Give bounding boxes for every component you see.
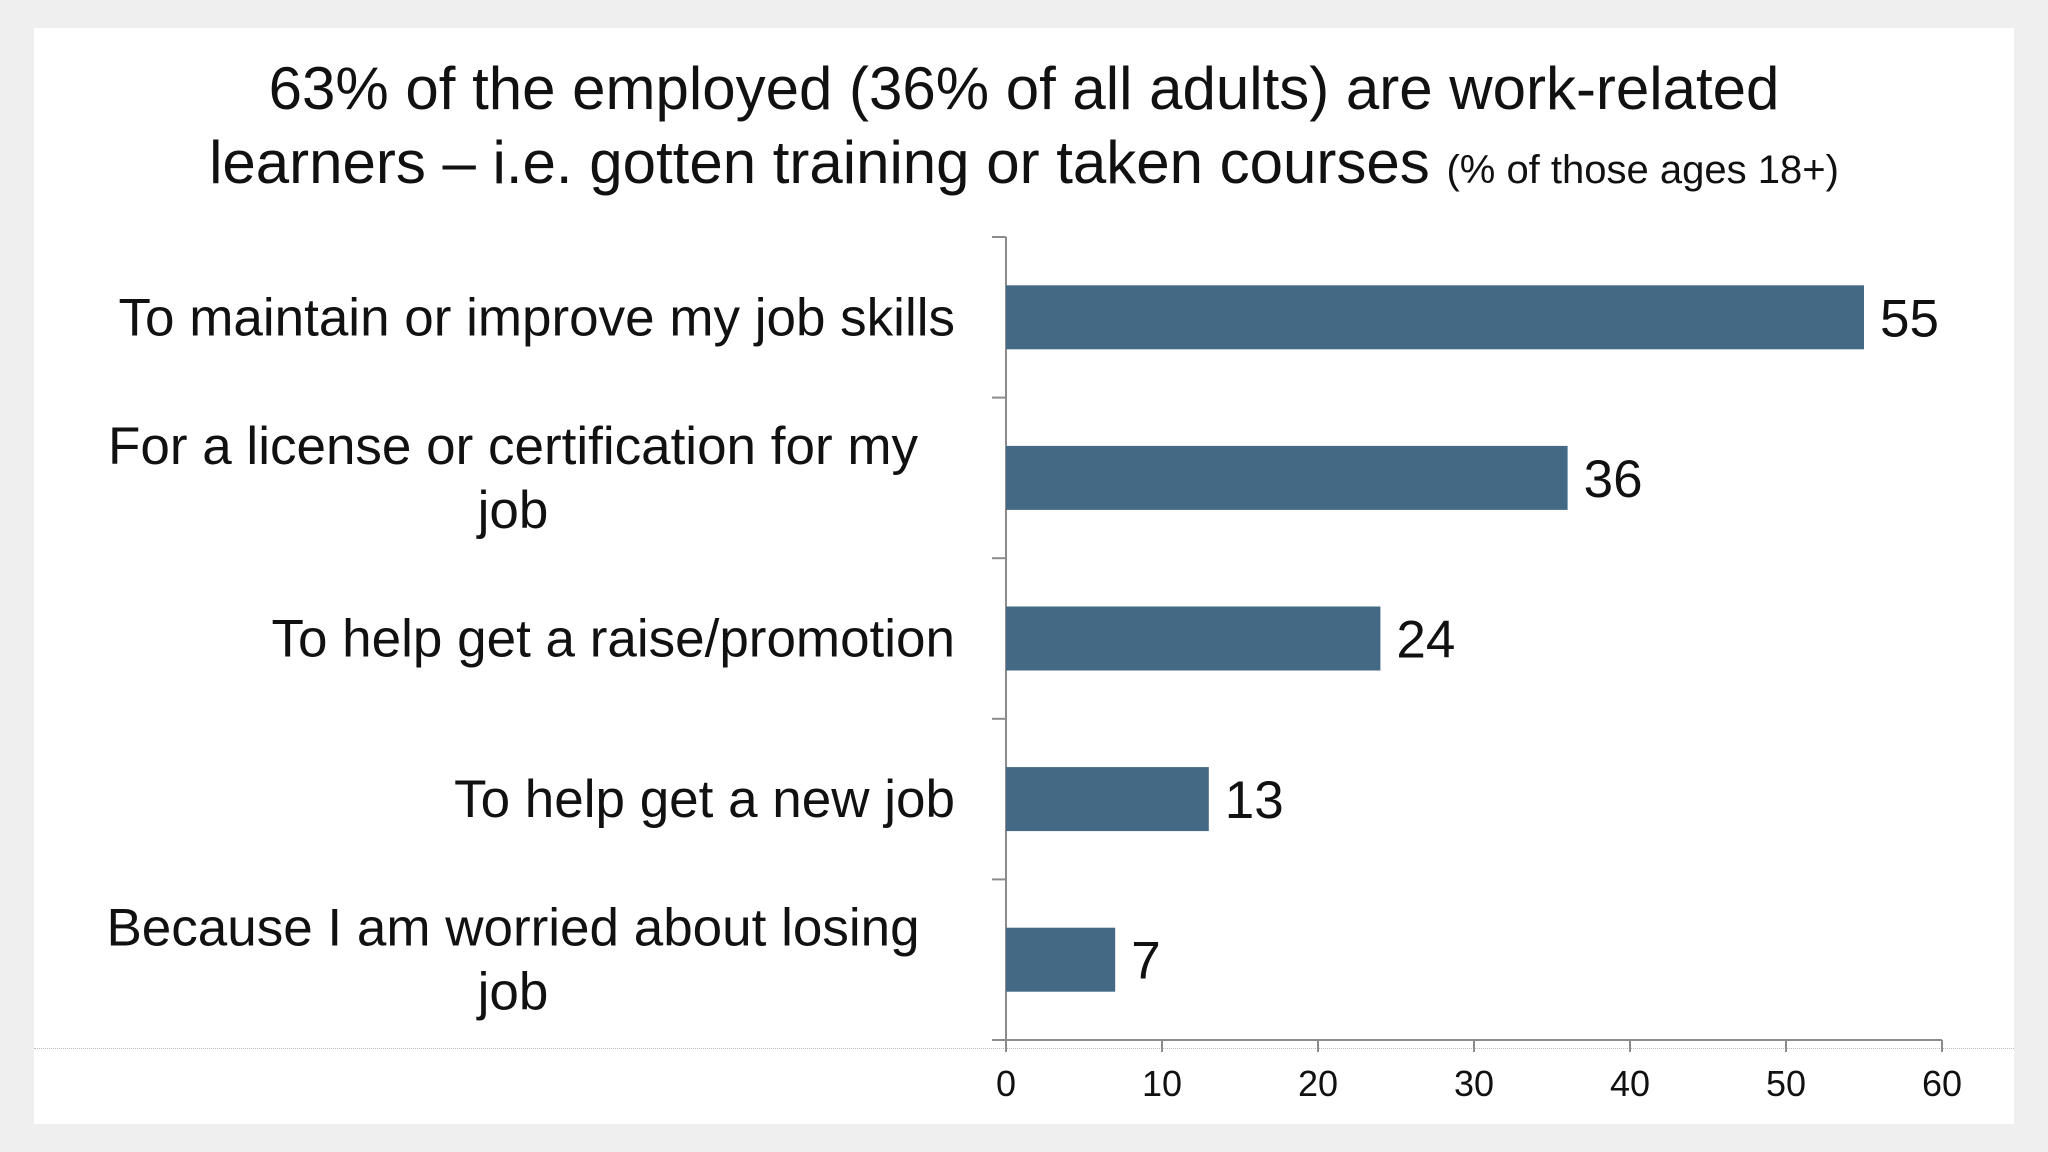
title-line-2: learners – i.e. gotten training or taken…: [34, 126, 2014, 207]
category-label-line: To help get a new job: [454, 770, 955, 829]
category-label: To help get a raise/promotion: [271, 610, 955, 669]
label-layer: 0 10 20 30 40 50 60 55 To maintain or improve my…: [106, 288, 1962, 1104]
x-tick-label: 50: [1766, 1063, 1806, 1104]
category-label-line: job: [476, 963, 549, 1022]
category-label-line: To maintain or improve my job skills: [119, 288, 955, 347]
x-tick-label: 10: [1142, 1063, 1182, 1104]
bar: [1006, 927, 1116, 992]
chart-subtitle: (% of those ages 18+): [1446, 148, 1839, 192]
title-line-1: 63% of the employed (36% of all adults) …: [268, 55, 1780, 122]
category-label-line: To help get a raise/promotion: [271, 610, 955, 669]
bar-value-label: 36: [1584, 450, 1643, 509]
category-label-line: job: [476, 481, 549, 540]
chart-title: 63% of the employed (36% of all adults) …: [34, 52, 2014, 207]
bar: [1006, 606, 1381, 671]
x-tick-label: 40: [1610, 1063, 1650, 1104]
footer-divider: [34, 1048, 2014, 1049]
category-label-line: Because I am worried about losing: [106, 899, 919, 958]
bar: [1006, 767, 1209, 832]
category-label-line: For a license or certification for my: [108, 417, 918, 476]
bar-value-label: 24: [1396, 611, 1455, 670]
bar-layer: [1006, 285, 1864, 992]
category-label: Because I am worried about losing job: [106, 899, 919, 1022]
bar: [1006, 285, 1864, 350]
category-label: To maintain or improve my job skills: [119, 288, 955, 347]
x-tick-label: 30: [1454, 1063, 1494, 1104]
bar: [1006, 445, 1568, 510]
x-tick-label: 60: [1922, 1063, 1962, 1104]
x-tick-label: 0: [996, 1063, 1016, 1104]
category-label: To help get a new job: [454, 770, 955, 829]
bar-value-label: 55: [1880, 289, 1939, 348]
x-tick-label: 20: [1298, 1063, 1338, 1104]
bar-value-label: 7: [1131, 932, 1160, 991]
category-label: For a license or certification for my job: [108, 417, 918, 540]
bar-value-label: 13: [1225, 771, 1284, 830]
title-line-2-text: learners – i.e. gotten training or taken…: [209, 129, 1430, 196]
